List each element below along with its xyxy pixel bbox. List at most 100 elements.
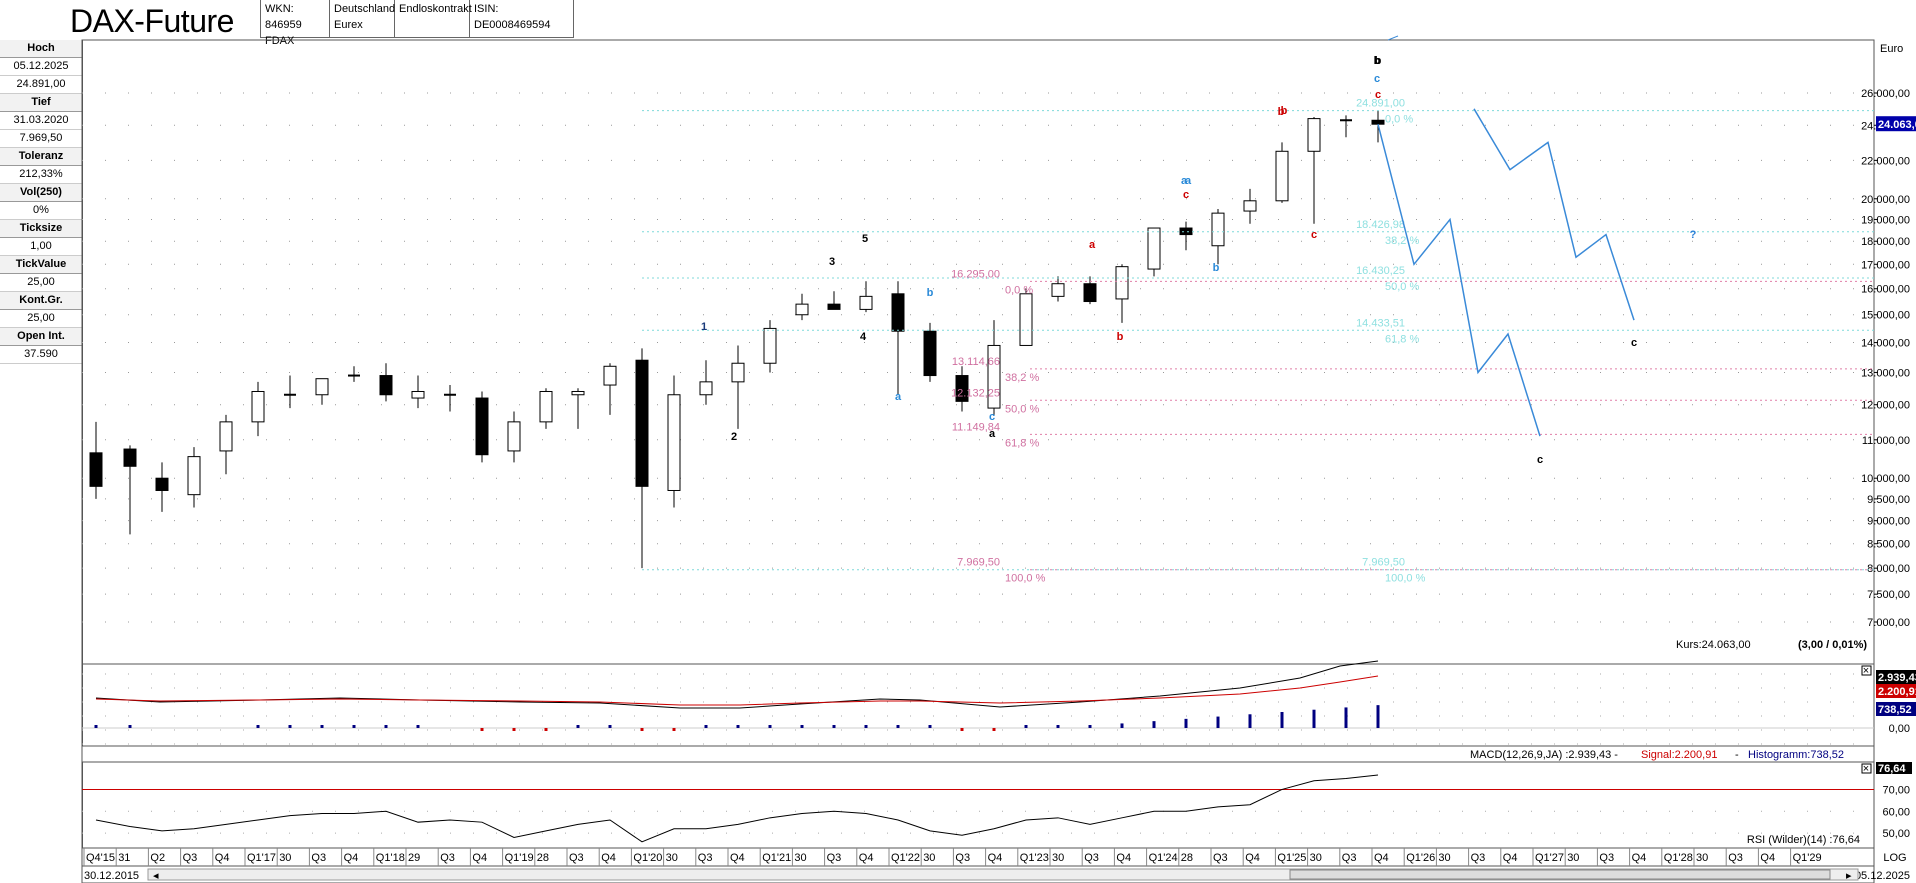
x-tick-label: Q2 [150,852,165,864]
fib-right-price: 14.433,51 [1356,317,1405,329]
macd-histogram-bar [1184,718,1188,728]
y-tick-label: 14.000,00 [1861,338,1910,350]
contract-box: Endloskontrakt [395,0,472,38]
question-mark: ? [1690,229,1697,241]
macd-hist-label: Histogramm:738,52 [1748,749,1844,761]
candle-body [667,394,681,491]
projection-path-2 [1473,108,1635,321]
projection-path-1 [1377,124,1541,437]
wave-label: b [1278,106,1285,118]
x-tick-label: Q4 [472,852,487,864]
sidebar-value: 0% [0,202,82,220]
macd-histogram-bar [256,725,260,728]
x-tick-label: Q3 [1084,852,1099,864]
macd-histogram-bar [576,725,580,728]
x-tick-label: Q1'25 [1277,852,1306,864]
macd-histogram-bar [672,728,676,731]
rsi-close-button[interactable] [1861,763,1872,774]
candle-body [1115,266,1129,300]
x-tick-label: Q1'21 [762,852,791,864]
y-tick-label: 7.000,00 [1867,617,1910,629]
candle-body [379,375,393,396]
y-tick-label: 7.500,00 [1867,589,1910,601]
x-tick-label: 30 [1310,852,1322,864]
sidebar-value: 212,33% [0,166,82,184]
close-icon: × [1863,763,1869,775]
x-tick-label: Q1'26 [1406,852,1435,864]
x-tick-label: Q3 [569,852,584,864]
exchange-label: Eurex [334,19,363,31]
macd-sep-label: - [1735,749,1739,761]
fib-right-pct: 50,0 % [1385,281,1419,293]
log-toggle[interactable]: LOG [1883,852,1906,864]
x-tick-label: 30 [1438,852,1450,864]
isin-box: ISIN: DE0008469594 [470,0,574,38]
x-tick-label: Q1'27 [1535,852,1564,864]
macd-histogram-bar [608,725,612,728]
signal-value: 2.200,91 [1878,686,1916,698]
x-tick-label: Q3 [827,852,842,864]
x-tick-label: Q1'17 [247,852,276,864]
hist-value: 738,52 [1878,704,1912,716]
page-title: DAX-Future [70,3,234,39]
x-tick-label: Q1'18 [376,852,405,864]
close-icon: × [1863,665,1869,677]
macd-histogram-bar [544,728,548,731]
fib-left-pct: 61,8 % [1005,437,1039,449]
header-bar: DAX-Future WKN: 846959 FDAX Deutschland … [0,0,1916,47]
wave-label: 1 [701,321,707,333]
candle-body [1147,227,1161,270]
wave-label: b [927,287,934,299]
macd-histogram-bar [864,725,868,728]
wkn-label: WKN: 846959 [265,3,302,31]
fib-left-pct: 50,0 % [1005,403,1039,415]
x-tick-label: Q3 [1342,852,1357,864]
y-tick-label: 11.000,00 [1862,435,1910,447]
macd-histogram-bar [1376,705,1380,728]
scroll-right-icon[interactable]: ▸ [1846,870,1852,882]
wave-label: 2 [731,431,737,443]
wave-label: 5 [862,233,868,245]
country-label: Deutschland [334,3,396,15]
wave-label: c [1631,337,1637,349]
candle-body [795,303,809,316]
y-tick-label: 13.000,00 [1861,367,1910,379]
macd-histogram-bar [1344,707,1348,728]
macd-histogram-bar [512,728,516,731]
x-tick-label: 29 [408,852,420,864]
macd-close-button[interactable] [1861,665,1872,676]
scrollbar-thumb[interactable] [1289,869,1831,880]
fib-right-price: 7.969,50 [1362,557,1405,569]
macd-histogram-bar [640,728,644,731]
wave-label: b [1281,105,1288,117]
candle-body [507,421,521,452]
scroll-left-icon[interactable]: ◂ [153,870,159,882]
x-tick-label: Q1'24 [1149,852,1178,864]
candle-body [475,397,489,456]
rsi-tick-label: 70,00 [1882,784,1910,796]
wave-label: b [1374,55,1381,67]
candle-body [411,390,425,399]
y-tick-label: 9.500,00 [1867,494,1910,506]
x-tick-label: Q3 [955,852,970,864]
time-scrollbar[interactable] [147,868,1859,881]
x-tick-label: Q1'22 [891,852,920,864]
rsi-panel-frame [81,761,1875,849]
macd-histogram-bar [1280,712,1284,728]
macd-zero-label: 0,00 [1889,723,1910,735]
y-tick-label: 18.000,00 [1861,236,1910,248]
macd-value: 2.939,43 [1878,672,1916,684]
kurs-change: (3,00 / 0,01%) [1798,639,1867,651]
x-tick-label: Q1'28 [1664,852,1693,864]
fib-right-price: 16.430,25 [1356,265,1405,277]
x-tick-label: Q4 [1760,852,1775,864]
x-tick-label: 30 [279,852,291,864]
hist-value-badge [1876,702,1916,716]
candle-body [251,390,265,423]
macd-histogram-bar [1152,721,1156,728]
macd-signal-label: Signal:2.200,91 [1641,749,1717,761]
fib-left-price: 16.295,00 [951,268,1000,280]
candle-body [123,448,137,467]
y-tick-label: 19.000,00 [1861,214,1910,226]
sidebar-value: 7.969,50 [0,130,82,148]
